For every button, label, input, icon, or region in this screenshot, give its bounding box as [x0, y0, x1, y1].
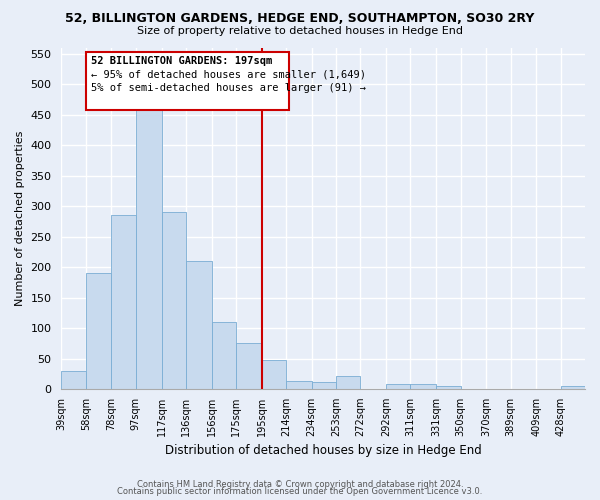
Bar — [386, 384, 410, 389]
Text: 5% of semi-detached houses are larger (91) →: 5% of semi-detached houses are larger (9… — [91, 83, 366, 93]
Bar — [112, 215, 136, 389]
Bar — [436, 386, 461, 389]
Y-axis label: Number of detached properties: Number of detached properties — [15, 130, 25, 306]
Text: Size of property relative to detached houses in Hedge End: Size of property relative to detached ho… — [137, 26, 463, 36]
Bar — [212, 322, 236, 389]
Bar — [186, 261, 212, 389]
Text: Contains public sector information licensed under the Open Government Licence v3: Contains public sector information licen… — [118, 488, 482, 496]
Text: Contains HM Land Registry data © Crown copyright and database right 2024.: Contains HM Land Registry data © Crown c… — [137, 480, 463, 489]
Bar — [61, 370, 86, 389]
Bar — [236, 344, 262, 389]
Text: 52, BILLINGTON GARDENS, HEDGE END, SOUTHAMPTON, SO30 2RY: 52, BILLINGTON GARDENS, HEDGE END, SOUTH… — [65, 12, 535, 26]
Bar — [311, 382, 336, 389]
Bar — [262, 360, 286, 389]
Text: 52 BILLINGTON GARDENS: 197sqm: 52 BILLINGTON GARDENS: 197sqm — [91, 56, 272, 66]
Text: ← 95% of detached houses are smaller (1,649): ← 95% of detached houses are smaller (1,… — [91, 70, 366, 80]
Bar — [560, 386, 585, 389]
Bar — [161, 212, 186, 389]
Bar — [336, 376, 361, 389]
Bar — [86, 273, 112, 389]
FancyBboxPatch shape — [86, 52, 289, 110]
Bar — [410, 384, 436, 389]
Bar — [286, 381, 311, 389]
Bar — [136, 108, 161, 389]
X-axis label: Distribution of detached houses by size in Hedge End: Distribution of detached houses by size … — [165, 444, 482, 458]
